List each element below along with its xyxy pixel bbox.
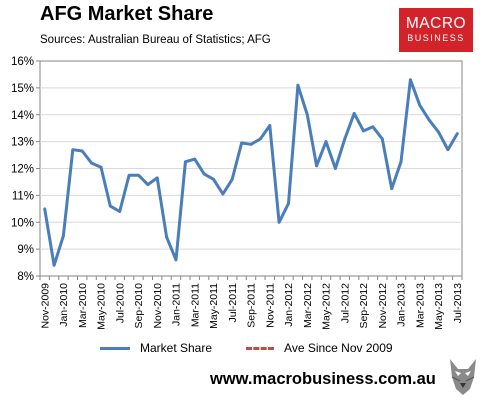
x-tick-label: Nov-2012 bbox=[377, 283, 389, 329]
x-tick-label: Sep-2012 bbox=[358, 283, 370, 329]
data-point bbox=[296, 83, 300, 87]
y-tick-label: 12% bbox=[11, 164, 34, 176]
x-tick-label: Jan-2012 bbox=[283, 283, 295, 327]
legend-item-market-share: Market Share bbox=[100, 341, 212, 355]
data-point bbox=[43, 207, 47, 211]
data-point bbox=[62, 234, 65, 238]
x-tick-label: May-2011 bbox=[208, 283, 220, 329]
legend-label-average: Ave Since Nov 2009 bbox=[284, 341, 393, 355]
x-tick-label: Mar-2012 bbox=[302, 283, 314, 328]
data-point bbox=[212, 177, 215, 181]
x-tick-label: Nov-2009 bbox=[39, 283, 51, 329]
x-tick-label: Nov-2010 bbox=[152, 283, 164, 329]
y-tick-label: 15% bbox=[11, 83, 34, 95]
chart-legend: Market Share Ave Since Nov 2009 bbox=[100, 341, 427, 355]
legend-item-average: Ave Since Nov 2009 bbox=[246, 341, 393, 355]
data-point bbox=[230, 177, 234, 181]
data-point bbox=[352, 112, 356, 115]
x-tick-label: Nov-2011 bbox=[264, 283, 276, 328]
logo-line-2: BUSINESS bbox=[407, 33, 465, 43]
y-tick-label: 16% bbox=[11, 56, 34, 68]
y-tick-label: 14% bbox=[11, 110, 34, 122]
chart-subtitle: Sources: Australian Bureau of Statistics… bbox=[40, 34, 271, 46]
y-tick-label: 9% bbox=[17, 244, 34, 256]
x-tick-label: Jan-2010 bbox=[58, 283, 70, 327]
wolf-logo-icon bbox=[450, 359, 476, 395]
data-point bbox=[258, 137, 262, 141]
legend-swatch-average bbox=[246, 346, 275, 350]
data-point bbox=[399, 160, 403, 164]
data-point bbox=[437, 130, 440, 134]
data-point bbox=[193, 157, 197, 161]
data-point bbox=[371, 125, 375, 129]
data-point bbox=[315, 164, 319, 168]
logo-line-1: MACRO bbox=[405, 15, 467, 32]
macrobusiness-logo: MACRO BUSINESS bbox=[399, 8, 473, 52]
data-point bbox=[390, 187, 394, 191]
x-tick-label: Jul-2011 bbox=[227, 283, 239, 323]
data-point bbox=[221, 192, 225, 196]
x-tick-label: Mar-2011 bbox=[189, 283, 201, 327]
x-tick-label: Sep-2011 bbox=[246, 283, 258, 328]
x-tick-label: Jan-2011 bbox=[171, 283, 183, 326]
data-point bbox=[455, 132, 459, 135]
data-point bbox=[80, 149, 84, 153]
x-tick-label: Jul-2010 bbox=[114, 283, 126, 323]
data-point bbox=[343, 137, 347, 141]
data-point bbox=[362, 129, 365, 133]
data-point bbox=[99, 165, 103, 169]
data-point bbox=[155, 176, 159, 180]
x-tick-label: Jan-2013 bbox=[396, 283, 408, 327]
data-point bbox=[380, 137, 384, 141]
data-point bbox=[409, 78, 412, 82]
data-point bbox=[446, 148, 450, 152]
data-point bbox=[127, 173, 131, 177]
data-point bbox=[52, 263, 56, 267]
y-tick-label: 11% bbox=[12, 190, 34, 202]
legend-swatch-market-share bbox=[100, 346, 130, 350]
x-tick-label: Jul-2013 bbox=[452, 283, 464, 323]
data-point bbox=[108, 204, 112, 208]
data-point bbox=[183, 160, 187, 164]
data-point bbox=[174, 258, 178, 262]
legend-label-market-share: Market Share bbox=[140, 341, 213, 355]
data-point bbox=[418, 103, 422, 107]
x-tick-label: Mar-2010 bbox=[77, 283, 89, 328]
data-point bbox=[268, 124, 272, 127]
data-point bbox=[71, 148, 75, 152]
data-point bbox=[277, 220, 281, 224]
data-point bbox=[249, 142, 253, 146]
data-point bbox=[118, 210, 122, 213]
data-point bbox=[427, 118, 431, 122]
x-tick-label: May-2013 bbox=[433, 283, 445, 330]
data-point bbox=[324, 140, 328, 144]
y-tick-label: 8% bbox=[17, 271, 34, 283]
data-point bbox=[287, 202, 290, 205]
data-point bbox=[202, 172, 206, 176]
data-point bbox=[146, 183, 150, 187]
data-point bbox=[137, 173, 140, 177]
data-point bbox=[90, 161, 93, 165]
x-tick-label: Sep-2010 bbox=[133, 283, 145, 329]
data-point bbox=[305, 113, 309, 117]
website-url: www.macrobusiness.com.au bbox=[210, 370, 436, 388]
y-tick-label: 13% bbox=[11, 137, 34, 149]
data-point bbox=[240, 141, 244, 145]
data-point bbox=[165, 235, 169, 239]
x-tick-label: Mar-2013 bbox=[414, 283, 426, 328]
x-tick-label: May-2010 bbox=[96, 283, 108, 330]
y-tick-label: 10% bbox=[11, 217, 34, 229]
series-line-market-share bbox=[43, 78, 459, 267]
data-point bbox=[334, 167, 337, 170]
x-tick-label: May-2012 bbox=[321, 283, 333, 330]
x-tick-label: Jul-2012 bbox=[339, 283, 351, 323]
chart-title: AFG Market Share bbox=[40, 3, 214, 25]
